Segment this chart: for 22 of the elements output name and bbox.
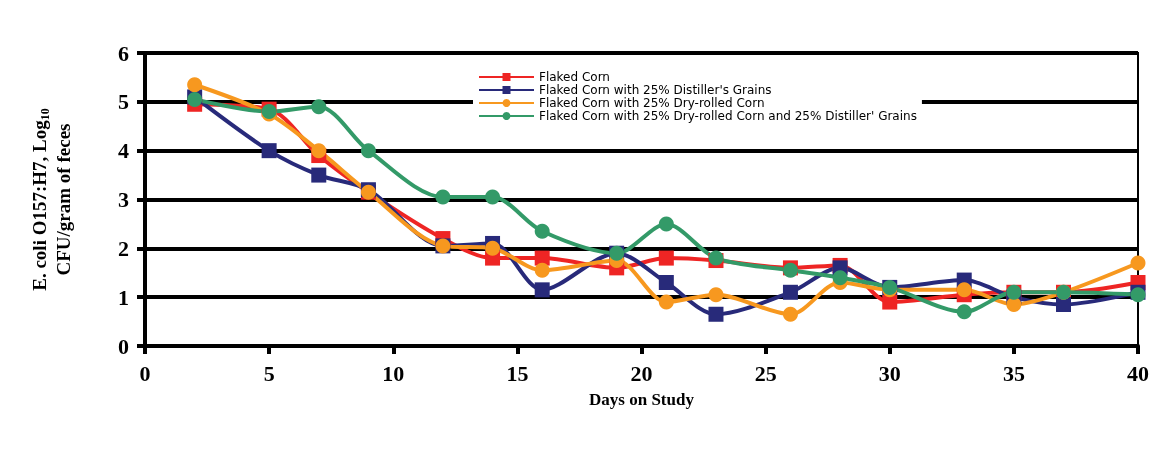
x-tick-label: 40 [1127, 360, 1149, 386]
x-tick-label: 15 [506, 360, 529, 386]
y-axis-title: E. coli O157:H7, Log10 CFU/gram of feces [28, 108, 74, 291]
legend-label: Flaked Corn with 25% Dry-rolled Corn and 25% Distiller' Grains [539, 109, 917, 123]
x-tick-label: 5 [263, 360, 275, 386]
y-tick-label: 2 [118, 235, 129, 261]
legend-label: Flaked Corn with 25% Dry-rolled Corn [539, 96, 765, 110]
x-tick-label: 30 [878, 360, 901, 386]
y-tick-label: 5 [118, 89, 129, 115]
legend-label: Flaked Corn with 25% Distiller's Grains [539, 83, 772, 97]
legend-label: Flaked Corn [539, 70, 610, 84]
x-tick-label: 35 [1002, 360, 1025, 386]
y-tick-label: 6 [118, 40, 129, 66]
x-tick-label: 0 [139, 360, 151, 386]
x-axis-title: Days on Study [589, 390, 695, 409]
x-tick-label: 10 [382, 360, 405, 386]
y-tick-label: 3 [118, 187, 129, 212]
y-tick-label: 1 [118, 284, 129, 310]
y-tick-label: 0 [118, 333, 129, 359]
x-tick-label: 25 [754, 360, 777, 386]
x-tick-label: 20 [630, 360, 653, 386]
y-tick-label: 4 [118, 138, 129, 164]
